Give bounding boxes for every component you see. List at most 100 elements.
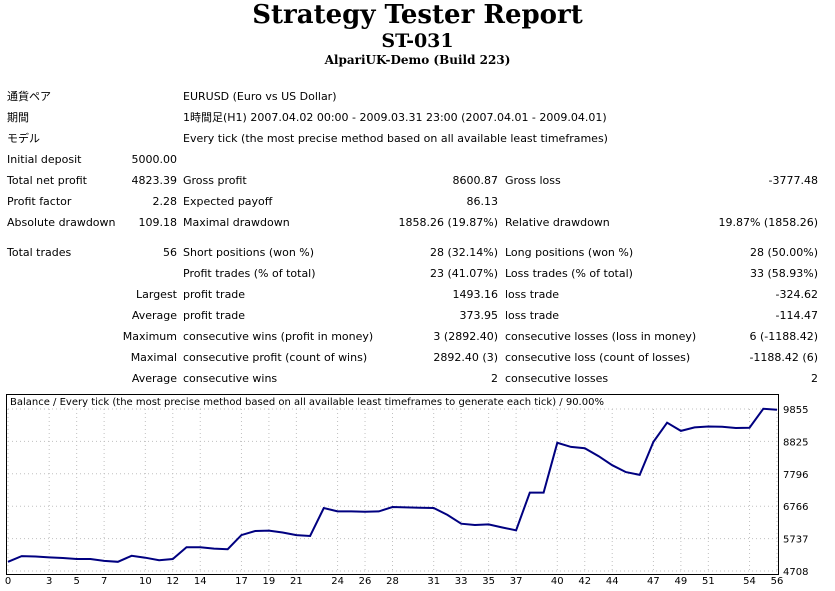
maximal-cons-profit-label: consecutive profit (count of wins) [183,351,368,364]
x-tick-label: 5 [73,576,79,587]
largest-loss-label: loss trade [505,288,560,301]
maximal-drawdown-value: 1858.26 (19.87%) [398,216,498,229]
x-tick-label: 10 [139,576,152,587]
gross-profit-label: Gross profit [183,174,247,187]
x-tick-label: 44 [606,576,619,587]
profit-factor-label: Profit factor [7,195,72,208]
x-tick-label: 33 [455,576,468,587]
avg-cons-losses-value: 2 [811,372,818,385]
period-label: 期間 [7,111,29,124]
loss-trades-label: Loss trades (% of total) [505,267,633,280]
expected-payoff-value: 86.13 [466,195,499,208]
x-tick-label: 19 [263,576,276,587]
x-tick-label: 7 [101,576,107,587]
x-tick-label: 17 [235,576,248,587]
max-cons-losses-value: 6 (-1188.42) [749,330,818,343]
y-axis-ticks: 4708 5737 6766 7796 8825 9855 [783,405,808,578]
profit-trades-value: 23 (41.07%) [429,267,498,280]
x-tick-label: 3 [46,576,52,587]
model-label: モデル [7,132,40,145]
x-tick-label: 28 [386,576,399,587]
balance-line [7,407,778,563]
x-tick-label: 51 [702,576,715,587]
server-build: AlpariUK-Demo (Build 223) [324,53,511,67]
x-tick-label: 0 [5,576,11,587]
x-axis-ticks: 0 3 5 7 10 12 14 17 19 21 24 26 28 31 33 35 37 40 42 44 47 49… [5,576,784,587]
x-tick-label: 12 [166,576,179,587]
total-trades-value: 56 [163,246,177,259]
short-positions-value: 28 (32.14%) [429,246,498,259]
maximal-cons-profit-value: 2892.40 (3) [433,351,498,364]
avg-cons-wins-value: 2 [491,372,498,385]
average2-label: Average [131,372,177,385]
model-value: Every tick (the most precise method base… [183,132,608,145]
absolute-drawdown-label: Absolute drawdown [7,216,116,229]
max-cons-wins-label: consecutive wins (profit in money) [183,330,374,343]
y-tick-label: 4708 [783,567,808,578]
gross-loss-label: Gross loss [505,174,561,187]
report-title: Strategy Tester Report [252,0,583,30]
average-profit-value: 373.95 [459,309,499,322]
total-net-profit-value: 4823.39 [131,174,178,187]
y-tick-label: 8825 [783,437,808,448]
profit-trades-label: Profit trades (% of total) [183,267,316,280]
loss-trades-value: 33 (58.93%) [749,267,818,280]
x-tick-label: 56 [771,576,784,587]
x-tick-label: 31 [427,576,440,587]
gross-profit-value: 8600.87 [452,174,499,187]
largest-profit-label: profit trade [183,288,246,301]
profit-factor-value: 2.28 [152,195,178,208]
symbol-label: 通貨ペア [7,90,51,103]
y-tick-label: 7796 [783,470,808,481]
relative-drawdown-value: 19.87% (1858.26) [718,216,818,229]
x-tick-label: 26 [359,576,372,587]
average-profit-label: profit trade [183,309,246,322]
maximal-label: Maximal [130,351,177,364]
largest-label: Largest [136,288,177,301]
symbol-value: EURUSD (Euro vs US Dollar) [183,90,337,103]
y-tick-label: 9855 [783,405,808,416]
gross-loss-value: -3777.48 [768,174,818,187]
period-value: 1時間足(H1) 2007.04.02 00:00 - 2009.03.31 2… [183,111,607,124]
x-tick-label: 35 [482,576,495,587]
average-label: Average [131,309,177,322]
x-tick-label: 42 [578,576,591,587]
avg-cons-wins-label: consecutive wins [183,372,278,385]
largest-loss-value: -324.62 [775,288,818,301]
expected-payoff-label: Expected payoff [183,195,273,208]
x-tick-label: 40 [551,576,564,587]
x-tick-label: 47 [647,576,660,587]
max-cons-losses-label: consecutive losses (loss in money) [505,330,697,343]
chart-caption: Balance / Every tick (the most precise m… [10,397,604,408]
absolute-drawdown-value: 109.18 [138,216,178,229]
y-tick-label: 5737 [783,535,808,546]
relative-drawdown-label: Relative drawdown [505,216,610,229]
avg-cons-losses-label: consecutive losses [505,372,609,385]
average-loss-label: loss trade [505,309,560,322]
maximum-label: Maximum [122,330,177,343]
maximal-cons-loss-value: -1188.42 (6) [749,351,818,364]
balance-chart-frame [6,394,779,575]
short-positions-label: Short positions (won %) [183,246,315,259]
initial-deposit-value: 5000.00 [131,153,178,166]
max-cons-wins-value: 3 (2892.40) [433,330,498,343]
x-tick-label: 54 [743,576,756,587]
chart-grid [7,408,778,572]
long-positions-label: Long positions (won %) [505,246,634,259]
maximal-drawdown-label: Maximal drawdown [183,216,290,229]
initial-deposit-label: Initial deposit [7,153,82,166]
x-tick-label: 24 [331,576,344,587]
expert-name: ST-031 [381,30,454,52]
x-tick-label: 21 [290,576,303,587]
long-positions-value: 28 (50.00%) [749,246,818,259]
x-tick-label: 49 [675,576,688,587]
maximal-cons-loss-label: consecutive loss (count of losses) [505,351,691,364]
average-loss-value: -114.47 [775,309,818,322]
largest-profit-value: 1493.16 [452,288,499,301]
y-tick-label: 6766 [783,502,808,513]
total-net-profit-label: Total net profit [7,174,87,187]
x-tick-label: 37 [510,576,523,587]
total-trades-label: Total trades [7,246,72,259]
x-tick-label: 14 [194,576,207,587]
